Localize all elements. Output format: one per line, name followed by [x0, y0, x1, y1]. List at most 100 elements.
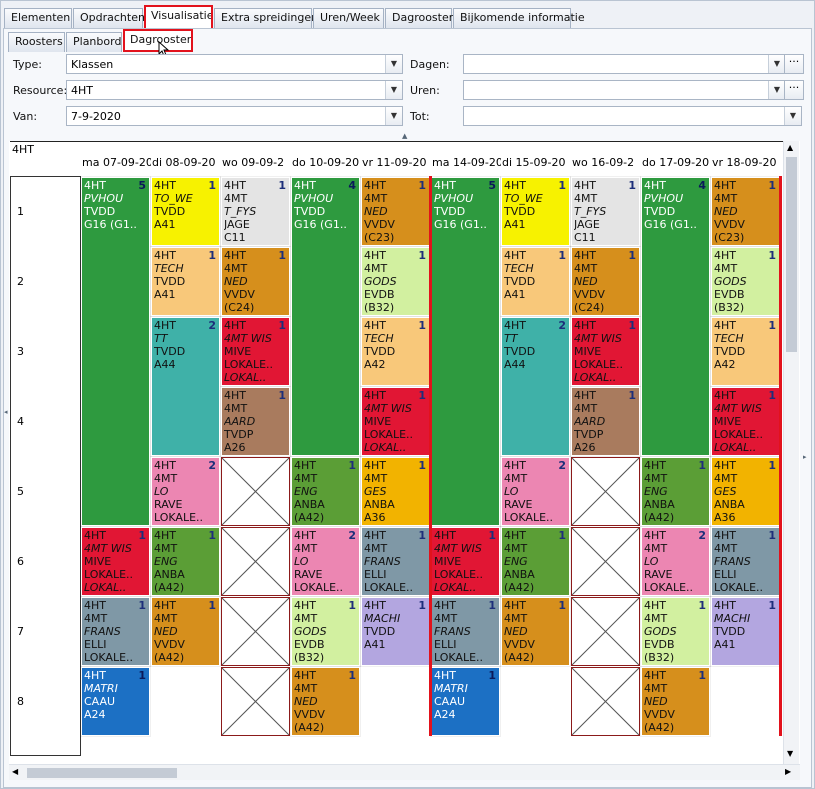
chevron-down-icon[interactable]: ▼ [768, 55, 785, 73]
lesson-block[interactable]: 1 4HT 4MT NED VVDV (C23) [710, 176, 781, 247]
tab-extra-spreidingen[interactable]: Extra spreidingen [214, 8, 318, 28]
lesson-block[interactable]: 1 4HT 4MT T_FYS JAGE C11 [570, 176, 641, 247]
lesson-block[interactable]: 2 4HT 4MT LO RAVE LOKALE.. [640, 526, 711, 597]
lesson-line: A24 [84, 708, 106, 721]
lesson-block[interactable]: 1 4HT 4MT GODS EVDB (B32) [710, 246, 781, 317]
lesson-block[interactable]: 2 4HT TT TVDD A44 [150, 316, 221, 457]
chevron-down-icon[interactable]: ▼ [784, 107, 801, 125]
lesson-block[interactable]: 1 4HT 4MT FRANS ELLI LOKALE.. [430, 596, 501, 667]
subtab-planbord[interactable]: Planbord [66, 32, 122, 52]
lesson-count: 1 [348, 459, 356, 472]
splitter-left-icon[interactable]: ◂ [4, 408, 8, 416]
lesson-block[interactable]: 1 4HT 4MT WIS MIVE LOKALE.. LOKAL.. [570, 316, 641, 387]
lesson-block[interactable]: 1 4HT 4MT ENG ANBA (A42) [150, 526, 221, 597]
lesson-block[interactable]: 1 4HT 4MT NED VVDV (C24) [220, 246, 291, 317]
lesson-block[interactable]: 1 4HT 4MT NED VVDV (A42) [290, 666, 361, 737]
lesson-block[interactable]: 1 4HT 4MT FRANS ELLI LOKALE.. [80, 596, 151, 667]
chevron-down-icon[interactable]: ▼ [768, 81, 785, 99]
lesson-block[interactable]: 1 4HT 4MT ENG ANBA (A42) [290, 456, 361, 527]
lesson-block[interactable]: 1 4HT 4MT NED VVDV (A42) [640, 666, 711, 737]
lesson-block[interactable]: 1 4HT 4MT FRANS ELLI LOKALE.. [710, 526, 781, 597]
uren-more-button[interactable]: ··· [784, 80, 804, 100]
lesson-line: LOKAL.. [364, 441, 407, 454]
lesson-block[interactable]: 1 4HT 4MT AARD TVDP A26 [220, 386, 291, 457]
lesson-block[interactable]: 1 4HT 4MT ENG ANBA (A42) [500, 526, 571, 597]
lesson-block[interactable]: 1 4HT 4MT T_FYS JAGE C11 [220, 176, 291, 247]
lesson-block[interactable]: 1 4HT TO_WE TVDD A41 [150, 176, 221, 247]
chevron-down-icon[interactable]: ▼ [385, 107, 402, 125]
lesson-line: (B32) [644, 651, 675, 664]
scroll-up-icon[interactable]: ▲ [787, 143, 794, 152]
lesson-block[interactable]: 1 4HT TECH TVDD A41 [500, 246, 571, 317]
lesson-block[interactable]: 1 4HT 4MT WIS MIVE LOKALE.. LOKAL.. [430, 526, 501, 597]
lesson-block[interactable]: 1 4HT 4MT GODS EVDB (B32) [640, 596, 711, 667]
lesson-block[interactable]: 1 4HT 4MT WIS MIVE LOKALE.. LOKAL.. [710, 386, 781, 457]
tab-uren-week[interactable]: Uren/Week [313, 8, 384, 28]
tab-dagrooster[interactable]: Dagrooster [385, 8, 453, 28]
chevron-down-icon[interactable]: ▼ [385, 55, 402, 73]
lesson-block[interactable]: 1 4HT 4MT GODS EVDB (B32) [290, 596, 361, 667]
vertical-scrollbar[interactable]: ▲ ▼ [783, 141, 799, 765]
lesson-block[interactable]: 4 4HT PVHOU TVDD G16 (G1.. [290, 176, 361, 457]
lesson-block[interactable]: 2 4HT 4MT LO RAVE LOKALE.. [290, 526, 361, 597]
chevron-down-icon[interactable]: ▼ [385, 81, 402, 99]
lesson-block[interactable]: 2 4HT TT TVDD A44 [500, 316, 571, 457]
lesson-block[interactable]: 2 4HT 4MT LO RAVE LOKALE.. [500, 456, 571, 527]
scroll-left-icon[interactable]: ◀ [12, 767, 19, 776]
lesson-block[interactable]: 4 4HT PVHOU TVDD G16 (G1.. [640, 176, 711, 457]
lesson-block[interactable]: 2 4HT 4MT LO RAVE LOKALE.. [150, 456, 221, 527]
lesson-line: T_FYS [574, 205, 607, 218]
lesson-line: 4HT [154, 599, 176, 612]
scroll-right-icon[interactable]: ▶ [785, 767, 792, 776]
lesson-block[interactable]: 1 4HT MATRI CAAU A24 [80, 666, 151, 737]
horizontal-scrollbar[interactable]: ◀ ▶ [9, 764, 800, 780]
lesson-block[interactable]: 1 4HT TECH TVDD A42 [360, 316, 431, 387]
tab-bijkomende-informatie[interactable]: Bijkomende informatie [453, 8, 585, 28]
lesson-block[interactable]: 1 4HT TECH TVDD A41 [150, 246, 221, 317]
lesson-block[interactable]: 1 4HT 4MT FRANS ELLI LOKALE.. [360, 526, 431, 597]
type-combobox[interactable]: Klassen ▼ [66, 54, 403, 74]
collapse-up-icon[interactable]: ▲ [402, 132, 408, 140]
van-date-picker[interactable]: 7-9-2020 ▼ [66, 106, 403, 126]
lesson-block[interactable]: 1 4HT 4MT NED VVDV (C23) [360, 176, 431, 247]
lesson-block[interactable]: 5 4HT PVHOU TVDD G16 (G1.. [430, 176, 501, 527]
lesson-count: 1 [348, 669, 356, 682]
lesson-block[interactable]: 1 4HT 4MT GES ANBA A36 [360, 456, 431, 527]
lesson-block[interactable]: 1 4HT MACHI TVDD A41 [710, 596, 781, 667]
lesson-block[interactable]: 1 4HT 4MT WIS MIVE LOKALE.. LOKAL.. [220, 316, 291, 387]
lesson-block[interactable]: 5 4HT PVHOU TVDD G16 (G1.. [80, 176, 151, 527]
lesson-block[interactable]: 1 4HT 4MT NED VVDV (C24) [570, 246, 641, 317]
dagen-more-button[interactable]: ··· [784, 54, 804, 74]
lesson-block[interactable]: 1 4HT 4MT AARD TVDP A26 [570, 386, 641, 457]
lesson-block[interactable]: 1 4HT 4MT GODS EVDB (B32) [360, 246, 431, 317]
uren-combobox[interactable]: ▼ [463, 80, 786, 100]
tot-date-picker[interactable]: ▼ [463, 106, 802, 126]
lesson-block[interactable]: 1 4HT MACHI TVDD A41 [360, 596, 431, 667]
hour-label-column [10, 176, 81, 756]
lesson-block[interactable]: 1 4HT TECH TVDD A42 [710, 316, 781, 387]
tab-elementen[interactable]: Elementen [4, 8, 72, 28]
dagen-combobox[interactable]: ▼ [463, 54, 786, 74]
lesson-block[interactable]: 1 4HT 4MT WIS MIVE LOKALE.. LOKAL.. [80, 526, 151, 597]
tab-visualisatie[interactable]: Visualisatie [144, 6, 214, 28]
lesson-block[interactable]: 1 4HT MATRI CAAU A24 [430, 666, 501, 737]
lesson-block[interactable]: 1 4HT 4MT NED VVDV (A42) [150, 596, 221, 667]
lesson-block[interactable]: 1 4HT 4MT NED VVDV (A42) [500, 596, 571, 667]
lesson-line: 4HT [154, 529, 176, 542]
lesson-block[interactable]: 1 4HT TO_WE TVDD A41 [500, 176, 571, 247]
lesson-count: 2 [208, 459, 216, 472]
tab-opdrachten[interactable]: Opdrachten [73, 8, 145, 28]
splitter-right-icon[interactable]: ▸ [803, 453, 807, 461]
resource-combobox[interactable]: 4HT ▼ [66, 80, 403, 100]
subtab-roosters[interactable]: Roosters [8, 32, 65, 52]
scroll-down-icon[interactable]: ▼ [787, 749, 794, 758]
scrollbar-thumb[interactable] [27, 768, 177, 778]
lesson-line: 4HT [644, 179, 666, 192]
lesson-block[interactable]: 1 4HT 4MT WIS MIVE LOKALE.. LOKAL.. [360, 386, 431, 457]
lesson-line: 4MT [714, 262, 738, 275]
lesson-line: ANBA [504, 568, 535, 581]
lesson-line: 4HT [504, 249, 526, 262]
lesson-block[interactable]: 1 4HT 4MT GES ANBA A36 [710, 456, 781, 527]
lesson-block[interactable]: 1 4HT 4MT ENG ANBA (A42) [640, 456, 711, 527]
scrollbar-thumb[interactable] [786, 157, 797, 352]
